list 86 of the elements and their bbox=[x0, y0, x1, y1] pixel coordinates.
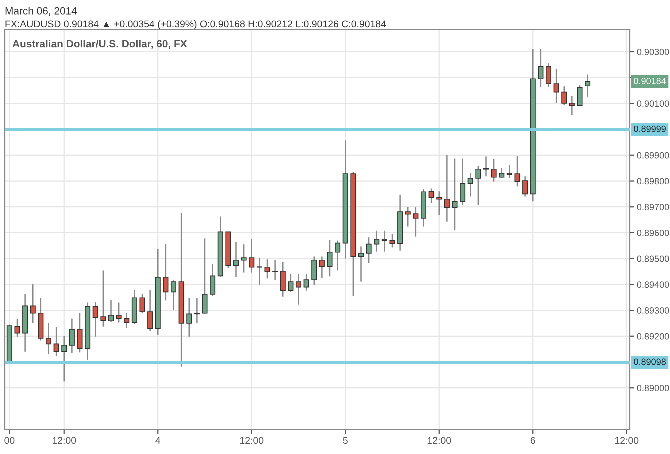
chart-title: March 06, 2014 bbox=[6, 7, 78, 16]
y-tick-label: 0.89600 bbox=[637, 230, 670, 236]
candlestick bbox=[374, 230, 380, 252]
candlestick bbox=[413, 206, 419, 238]
y-tick-label: 0.90300 bbox=[637, 48, 670, 56]
candlestick bbox=[163, 243, 169, 302]
candlestick bbox=[577, 84, 583, 107]
ref-line-label: 0.89098 bbox=[634, 358, 666, 366]
candlestick bbox=[264, 258, 270, 280]
y-tick-label: 0.89800 bbox=[637, 178, 670, 185]
candlestick bbox=[233, 241, 240, 278]
candlestick bbox=[436, 190, 442, 216]
y-tick-label: 0.89700 bbox=[637, 204, 670, 210]
y-tick-label: 0.89300 bbox=[637, 308, 670, 314]
candlestick bbox=[546, 62, 552, 88]
candlestick bbox=[46, 322, 52, 356]
candlestick bbox=[405, 206, 411, 228]
text: 0.90184 bbox=[634, 78, 666, 84]
candlestick bbox=[506, 164, 512, 180]
y-tick-label: 0.90100 bbox=[637, 100, 670, 108]
candlestick bbox=[585, 74, 591, 98]
candlestick bbox=[256, 257, 262, 286]
candlestick bbox=[476, 166, 482, 206]
candlestick bbox=[249, 238, 255, 274]
candlestick bbox=[69, 318, 75, 354]
candlestick bbox=[304, 273, 310, 292]
candlestick bbox=[241, 244, 247, 274]
annotation: Australian Dollar/U.S. Dollar, 60, FX bbox=[12, 40, 188, 50]
candlestick bbox=[62, 336, 68, 382]
candlestick bbox=[54, 326, 60, 357]
candlestick bbox=[327, 239, 333, 278]
x-tick-label: 12:00 bbox=[52, 437, 76, 444]
candlestick bbox=[108, 300, 114, 323]
candlestick bbox=[77, 312, 83, 354]
candlestick bbox=[428, 188, 434, 204]
candlestick bbox=[116, 302, 122, 324]
x-tick-label: 00 bbox=[4, 437, 15, 444]
candlestick bbox=[569, 96, 575, 116]
x-tick-label: 5 bbox=[343, 437, 348, 444]
y-tick-label: 0.89900 bbox=[637, 152, 670, 159]
candlestick bbox=[390, 233, 396, 248]
y-tick-label: 0.89400 bbox=[637, 282, 670, 288]
candlestick bbox=[366, 237, 372, 264]
candlestick bbox=[468, 172, 474, 198]
candlestick bbox=[210, 263, 216, 297]
candlestick bbox=[491, 158, 497, 182]
candlestick bbox=[452, 158, 458, 231]
candlestick bbox=[280, 262, 286, 298]
candlestick bbox=[14, 318, 20, 338]
candlestick bbox=[538, 48, 544, 88]
candlestick bbox=[30, 284, 36, 324]
candlestick bbox=[186, 298, 192, 338]
candlestick bbox=[100, 270, 106, 328]
candlestick bbox=[499, 167, 505, 180]
candlestick bbox=[382, 230, 388, 252]
candlestick bbox=[202, 238, 208, 315]
x-tick-label: 12:00 bbox=[428, 437, 452, 444]
candlestick bbox=[514, 156, 520, 188]
candlestick bbox=[272, 260, 278, 281]
candlestick bbox=[124, 312, 130, 330]
candlestick bbox=[296, 273, 302, 306]
candlestick bbox=[92, 301, 98, 338]
candlestick bbox=[562, 86, 568, 106]
y-tick-label: 0.89500 bbox=[637, 256, 670, 262]
candlestick bbox=[522, 176, 528, 198]
candlestick bbox=[148, 289, 154, 332]
candlestick bbox=[554, 68, 560, 104]
candlestick bbox=[319, 256, 325, 280]
x-tick-label: 12:00 bbox=[615, 437, 639, 444]
x-tick-label: 6 bbox=[530, 437, 536, 444]
candlestick bbox=[170, 279, 177, 311]
candlestick bbox=[140, 293, 146, 314]
x-tick-label: 4 bbox=[156, 437, 161, 444]
candlestick bbox=[312, 256, 318, 286]
ref-line-label: 0.89999 bbox=[634, 126, 666, 132]
x-tick-label: 12:00 bbox=[240, 437, 264, 444]
chart-subtitle: FX:AUDUSD 0.90184 ▲ +0.00354 (+0.39%) O:0.90168 H:0.90212 L:0.90126 C:0.90184 bbox=[6, 20, 386, 30]
y-tick-label: 0.89200 bbox=[637, 333, 670, 340]
candlestick bbox=[460, 158, 466, 206]
candlestick bbox=[288, 273, 294, 293]
candlestick bbox=[358, 246, 364, 282]
candlestick bbox=[194, 298, 200, 324]
candlestick bbox=[483, 156, 490, 178]
candlestick bbox=[444, 154, 450, 222]
candlestick bbox=[335, 240, 341, 272]
y-tick-label: 0.89000 bbox=[637, 385, 670, 392]
